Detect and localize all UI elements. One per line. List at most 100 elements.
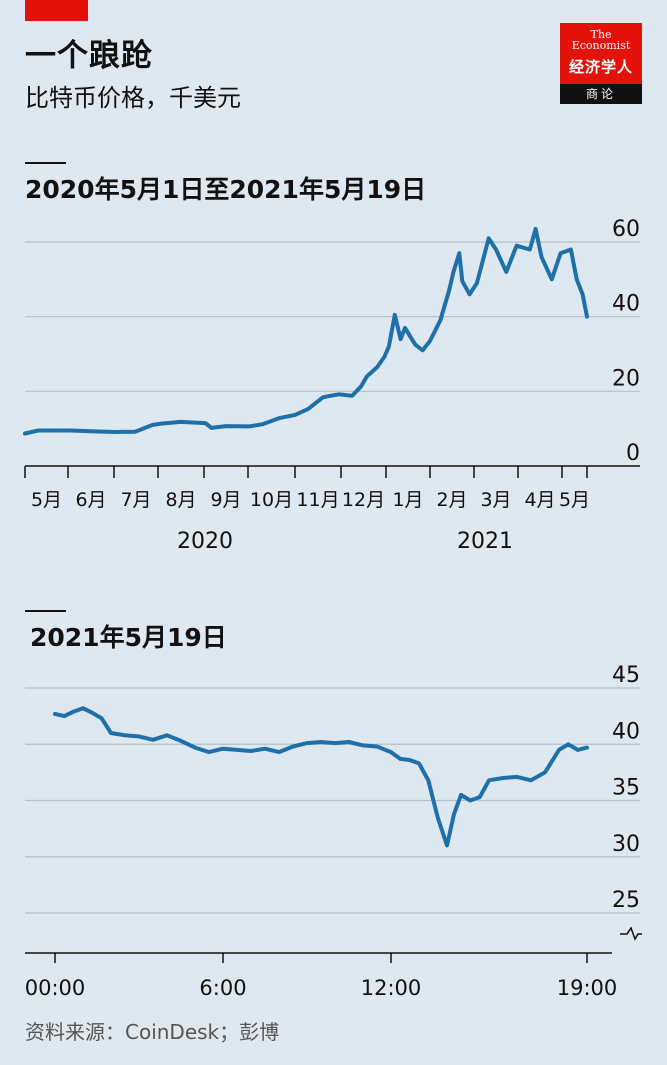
data-point xyxy=(427,779,430,782)
data-point xyxy=(529,248,531,251)
data-point xyxy=(24,432,26,435)
data-point xyxy=(151,424,154,426)
data-point xyxy=(204,422,207,424)
data-point xyxy=(390,751,392,753)
chart-yearly: 2020年5月1日至2021年5月19日 60 40 20 0 5月 6月 7月 8月 9月 1… xyxy=(0,160,667,560)
data-point xyxy=(586,746,588,749)
data-point xyxy=(448,289,450,292)
data-point xyxy=(366,375,368,378)
data-point xyxy=(476,282,478,284)
data-point xyxy=(461,280,464,282)
data-point xyxy=(576,749,579,751)
data-point xyxy=(210,427,213,429)
x-tick-label: 8月 xyxy=(165,489,196,511)
logo-line-the: The xyxy=(590,28,612,41)
data-point xyxy=(408,759,411,761)
data-point xyxy=(334,742,336,744)
data-point xyxy=(453,813,455,815)
year-label: 2021 xyxy=(457,529,513,554)
data-point xyxy=(570,248,572,251)
data-point xyxy=(166,734,168,737)
x-tick-label: 5月 xyxy=(559,489,590,511)
data-point xyxy=(495,248,497,251)
data-point xyxy=(264,747,266,750)
y-tick-label: 40 xyxy=(612,292,640,317)
data-point xyxy=(82,707,84,709)
data-point xyxy=(414,343,417,346)
chart-yearly-svg: 2020年5月1日至2021年5月19日 60 40 20 0 5月 6月 7月 8月 9月 1… xyxy=(23,162,640,554)
data-point xyxy=(222,747,224,750)
data-point xyxy=(399,758,402,760)
data-point xyxy=(404,327,406,329)
data-point xyxy=(225,425,227,427)
x-tick-label: 5月 xyxy=(31,489,62,511)
data-point xyxy=(502,777,504,779)
x-tick-label: 9月 xyxy=(210,489,241,511)
x-tick-label: 6:00 xyxy=(199,976,246,1000)
x-tick-label: 10月 xyxy=(250,489,293,511)
data-point xyxy=(307,408,310,410)
chart-daily: 2021年5月19日 45 40 35 30 25 00:00 6:00 12:00 19:0… xyxy=(0,608,667,1013)
y-tick-label: 25 xyxy=(612,888,640,913)
x-tick-label: 3月 xyxy=(480,489,511,511)
data-point xyxy=(540,256,543,258)
data-point xyxy=(194,746,196,749)
x-tick-label: 11月 xyxy=(296,489,339,511)
y-tick-label: 30 xyxy=(612,832,640,857)
y-tick-label: 20 xyxy=(612,366,640,391)
data-point xyxy=(418,762,420,765)
price-line xyxy=(53,706,589,848)
data-point xyxy=(360,385,362,388)
data-point xyxy=(134,430,136,433)
data-point xyxy=(516,776,518,778)
y-tick-label: 40 xyxy=(612,719,640,744)
y-tick-label: 0 xyxy=(626,441,640,466)
data-point xyxy=(530,779,532,782)
data-point xyxy=(179,421,182,423)
data-point xyxy=(452,271,455,273)
data-point xyxy=(152,739,154,741)
data-point xyxy=(261,423,264,426)
data-point xyxy=(250,750,252,752)
data-point xyxy=(329,395,332,397)
data-point xyxy=(581,293,584,296)
chart-daily-svg: 2021年5月19日 45 40 35 30 25 00:00 6:00 12:00 19:0… xyxy=(25,610,642,1000)
data-point xyxy=(138,735,140,738)
data-point xyxy=(468,293,471,296)
y-tick-label: 45 xyxy=(612,663,640,688)
data-point xyxy=(338,393,340,396)
page-title: 一个踉跄 xyxy=(25,38,153,74)
data-point xyxy=(429,340,431,342)
x-tick-label: 12:00 xyxy=(361,976,422,1000)
data-point xyxy=(63,715,66,717)
y-tick-label: 35 xyxy=(612,776,640,801)
x-tick-label: 2月 xyxy=(436,489,467,511)
data-point xyxy=(487,237,490,240)
data-point xyxy=(383,355,386,358)
data-point xyxy=(320,741,322,743)
axis-break-icon xyxy=(620,926,642,941)
data-point xyxy=(69,429,72,432)
data-point xyxy=(544,771,546,774)
logo-line-chinese: 经济学人 xyxy=(568,58,633,76)
data-point xyxy=(559,252,562,254)
x-tick-label: 1月 xyxy=(392,489,423,511)
data-point xyxy=(478,796,481,798)
data-point xyxy=(292,745,294,748)
data-point xyxy=(376,366,379,368)
x-tick-label: 12月 xyxy=(342,489,385,511)
data-point xyxy=(236,749,238,751)
data-point xyxy=(458,252,461,254)
data-point xyxy=(208,751,210,753)
data-point xyxy=(278,417,280,420)
data-point xyxy=(505,271,508,273)
data-point xyxy=(488,779,490,782)
data-point xyxy=(90,430,92,433)
data-point xyxy=(388,345,390,348)
y-tick-label: 60 xyxy=(612,217,640,242)
data-point xyxy=(248,425,251,428)
x-tick-label: 6月 xyxy=(75,489,106,511)
data-point xyxy=(515,244,518,247)
data-point xyxy=(567,743,570,746)
red-tag xyxy=(25,0,88,21)
